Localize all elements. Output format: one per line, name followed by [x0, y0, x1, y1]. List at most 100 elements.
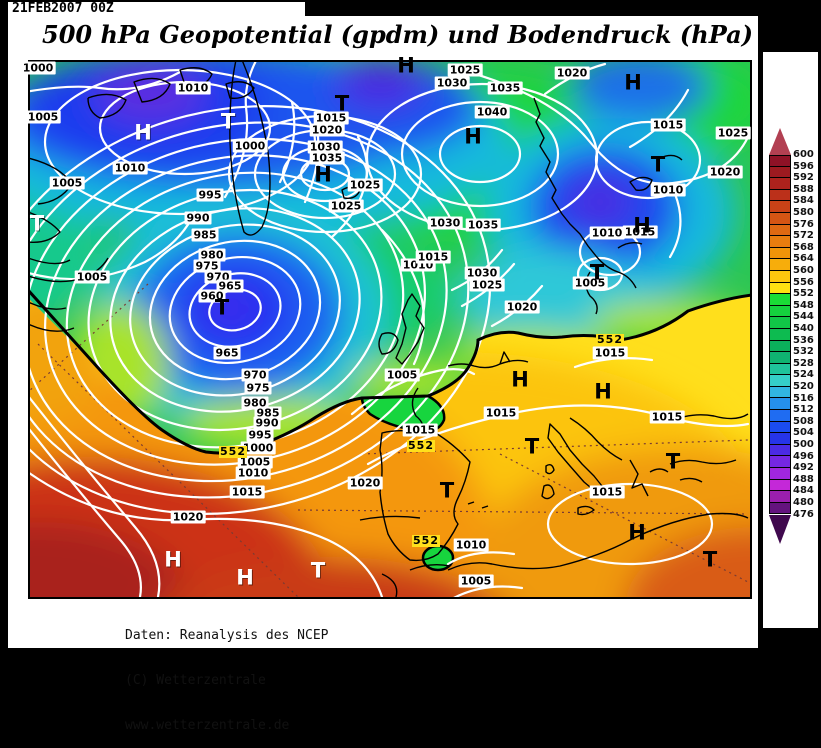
map-canvas: [30, 62, 750, 597]
attribution: Daten: Reanalysis des NCEP (C) Wetterzen…: [125, 598, 329, 748]
isobar-label: 1015: [650, 118, 686, 132]
isobar-label: 1030: [464, 266, 500, 280]
colorbar-tick-label: 556: [793, 276, 814, 288]
colorbar-band: [769, 201, 791, 213]
isobar-label: 1000: [240, 441, 276, 455]
low-center-marker: T: [589, 260, 605, 285]
colorbar-band: [769, 386, 791, 399]
isobar-label: 1020: [504, 300, 540, 314]
colorbar-tick-label: 552: [793, 288, 814, 300]
coastlines: [30, 62, 749, 597]
geopotential-contour-label: 552: [407, 439, 435, 452]
isobar-label: 990: [184, 211, 212, 225]
colorbar-band: [769, 270, 791, 283]
colorbar-arrow-down-icon: [769, 515, 791, 544]
isobar-label: 1020: [347, 476, 383, 490]
isobar-label: 960: [198, 289, 226, 303]
low-center-marker: T: [334, 91, 350, 116]
low-center-marker: T: [650, 152, 666, 177]
colorbar-arrow-up-icon: [769, 128, 791, 155]
colorbar-tick-label: 512: [793, 404, 814, 416]
colorbar-tick-label: 504: [793, 427, 814, 439]
isobar-label: 1030: [427, 216, 463, 230]
colorbar-band: [769, 212, 791, 225]
high-center-marker: H: [511, 367, 529, 392]
high-center-marker: H: [164, 547, 182, 572]
colorbar-tick-label: 576: [793, 218, 814, 230]
isobar-label: 1030: [434, 76, 470, 90]
low-center-marker: T: [524, 434, 540, 459]
colorbar-tick-label: 500: [793, 439, 814, 450]
high-center-marker: H: [236, 565, 254, 590]
page: { "header": { "datetime": "21FEB2007 00Z…: [8, 1, 818, 733]
isobar-label: 1025: [328, 199, 364, 213]
isobar-label: 995: [196, 188, 224, 202]
colorbar-tick-label: 528: [793, 357, 814, 369]
colorbar-tick-label: 484: [793, 485, 814, 497]
isobar-label: 965: [216, 279, 244, 293]
colorbar-band: [769, 433, 791, 445]
high-center-marker: H: [314, 162, 332, 187]
isobar-label: 1025: [347, 178, 383, 192]
isobar-label: 1015: [313, 111, 349, 125]
colorbar-band: [769, 456, 791, 469]
isobar-label: 1015: [415, 250, 451, 264]
colorbar-band: [769, 491, 791, 503]
isobar-label: 1025: [715, 126, 751, 140]
colorbar-band: [769, 444, 791, 457]
colorbar-tick-label: 540: [793, 323, 814, 334]
isobar-label: 1000: [232, 139, 268, 153]
colorbar-tick-label: 568: [793, 241, 814, 253]
colorbar-band: [769, 352, 791, 364]
isobar-label: 1020: [309, 123, 345, 137]
colorbar-band: [769, 282, 791, 295]
valid-datetime: 21FEB2007 00Z: [12, 1, 114, 16]
isobar-label: 1005: [237, 455, 273, 469]
isobar-label: 1015: [622, 225, 658, 239]
colorbar-band: [769, 305, 791, 318]
isobar-label: 1020: [554, 66, 590, 80]
isobar-label: 1030: [307, 140, 343, 154]
colorbar-band: [769, 502, 791, 515]
isobar-label: 1005: [384, 368, 420, 382]
isobar-label: 980: [198, 248, 226, 262]
high-center-marker: H: [628, 520, 646, 545]
isobar-label: 1005: [25, 110, 61, 124]
colorbar-tick-label: 524: [793, 369, 814, 381]
isobar-label: 995: [246, 428, 274, 442]
isobar-label: 1015: [483, 406, 519, 420]
colorbar-tick-label: 596: [793, 160, 814, 172]
map-labels-layer: 1000 1010 1005 1000 1010 1005 995 990 985 980 975 9…: [20, 55, 751, 597]
colorbar-tick-label: 600: [793, 149, 814, 160]
isobar-label: 965: [213, 346, 241, 360]
isobar-label: 1015: [402, 423, 438, 437]
low-center-marker: T: [702, 547, 718, 572]
isobar-label: 1010: [650, 183, 686, 197]
colorbar-tick-label: 496: [793, 450, 814, 462]
colorbar-band: [769, 328, 791, 341]
colorbar-tick-label: 572: [793, 230, 814, 242]
colorbar-band: [769, 178, 791, 190]
isobar-label: 990: [253, 416, 281, 430]
isobar-label: 1010: [235, 466, 271, 480]
geopotential-contour-label: 552: [596, 333, 624, 346]
colorbar-band: [769, 340, 791, 353]
colorbar-bands: [769, 155, 791, 515]
geopotential-contour-label: 552: [219, 445, 247, 458]
isobar-label: 1035: [465, 218, 501, 232]
isobar-label: 1035: [487, 81, 523, 95]
isobar-label: 1005: [458, 574, 494, 588]
attribution-line: Daten: Reanalysis des NCEP: [125, 628, 329, 643]
colorbar-band: [769, 224, 791, 237]
colorbar-tick-label: 592: [793, 172, 814, 184]
low-center-marker: T: [214, 295, 230, 320]
colorbar-panel: 600 596 592 588 584 580 576 572 568 564 560 556 552 5…: [763, 52, 818, 628]
colorbar-tick-label: 476: [793, 508, 814, 520]
isobar-label: 975: [193, 259, 221, 273]
isobar-label: 1035: [309, 151, 345, 165]
colorbar-tick-label: 488: [793, 473, 814, 485]
colorbar-band: [769, 247, 791, 260]
colorbar-band: [769, 375, 791, 387]
isobar-label: 1015: [589, 485, 625, 499]
high-center-marker: H: [624, 70, 642, 95]
